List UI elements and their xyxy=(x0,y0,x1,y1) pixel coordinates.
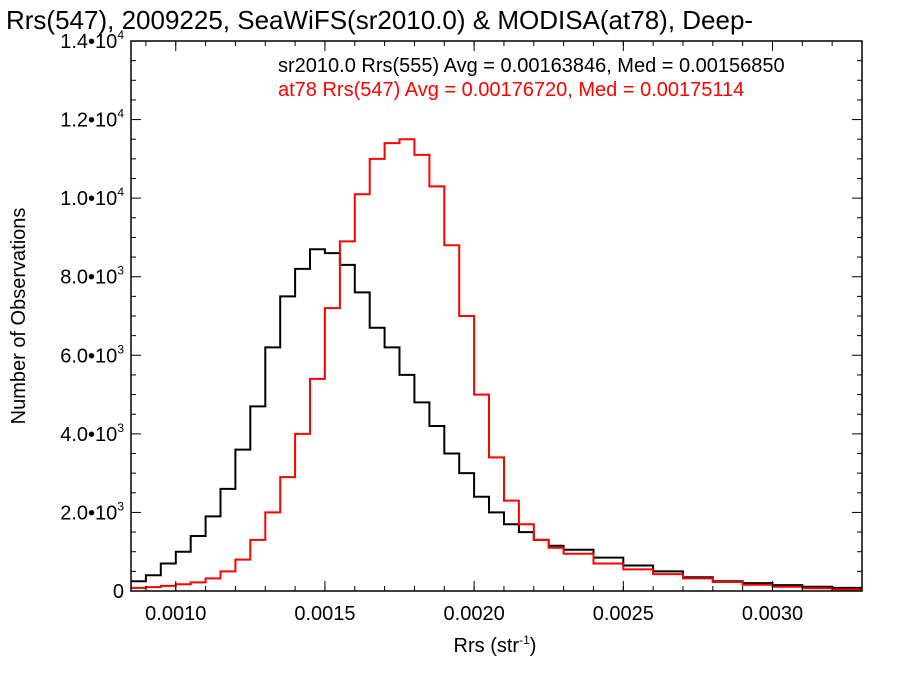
series-layer xyxy=(131,138,862,591)
y-tick-mantissa: 2.0•10 xyxy=(60,502,117,524)
y-tick-mantissa: 8.0•10 xyxy=(60,267,117,289)
x-axis-label-main: Rrs (str xyxy=(454,635,520,657)
annotation-black: sr2010.0 Rrs(555) Avg = 0.00163846, Med … xyxy=(278,55,785,77)
y-tick-exponent: 3 xyxy=(117,264,124,278)
series-1-line xyxy=(131,138,862,591)
y-tick-mantissa: 1.2•10 xyxy=(60,110,117,132)
y-tick-label: 0 xyxy=(113,581,124,603)
y-tick-label: 6.0•103 xyxy=(60,342,124,367)
y-tick-label: 1.4•104 xyxy=(60,28,124,53)
y-tick-mantissa: 4.0•10 xyxy=(60,424,117,446)
x-tick-label: 0.0010 xyxy=(145,603,206,625)
y-tick-exponent: 4 xyxy=(117,185,124,199)
x-axis: 0.0010 0.0015 0.0020 0.0025 0.0030 xyxy=(145,41,863,625)
x-axis-label: Rrs (str-1) xyxy=(454,633,537,657)
y-tick-label: 2.0•103 xyxy=(60,499,124,524)
y-tick-label: 1.0•104 xyxy=(60,185,124,210)
y-tick-mantissa: 6.0•10 xyxy=(60,345,117,367)
y-tick-exponent: 3 xyxy=(117,342,124,356)
y-tick-exponent: 3 xyxy=(117,499,124,513)
x-tick-label: 0.0020 xyxy=(444,603,505,625)
y-tick-label: 4.0•103 xyxy=(60,421,124,446)
y-tick-label: 1.2•104 xyxy=(60,107,124,132)
x-axis-label-end: ) xyxy=(530,635,537,657)
x-tick-label: 0.0030 xyxy=(742,603,803,625)
y-tick-mantissa: 0 xyxy=(113,581,124,603)
y-tick-mantissa: 1.0•10 xyxy=(60,188,117,210)
x-tick-label: 0.0025 xyxy=(593,603,654,625)
y-tick-exponent: 3 xyxy=(117,421,124,435)
chart-title: Rrs(547), 2009225, SeaWiFS(sr2010.0) & M… xyxy=(6,5,753,35)
y-tick-exponent: 4 xyxy=(117,28,124,42)
x-tick-label: 0.0015 xyxy=(294,603,355,625)
series-0-line xyxy=(131,248,862,589)
y-tick-label: 8.0•103 xyxy=(60,264,124,289)
y-axis-label: Number of Observations xyxy=(8,208,30,425)
annotation-red: at78 Rrs(547) Avg = 0.00176720, Med = 0.… xyxy=(278,79,744,101)
y-axis: 02.0•1034.0•1036.0•1038.0•1031.0•1041.2•… xyxy=(60,28,862,603)
x-axis-label-sup: -1 xyxy=(519,633,530,647)
y-tick-exponent: 4 xyxy=(117,107,124,121)
y-tick-mantissa: 1.4•10 xyxy=(60,31,117,53)
